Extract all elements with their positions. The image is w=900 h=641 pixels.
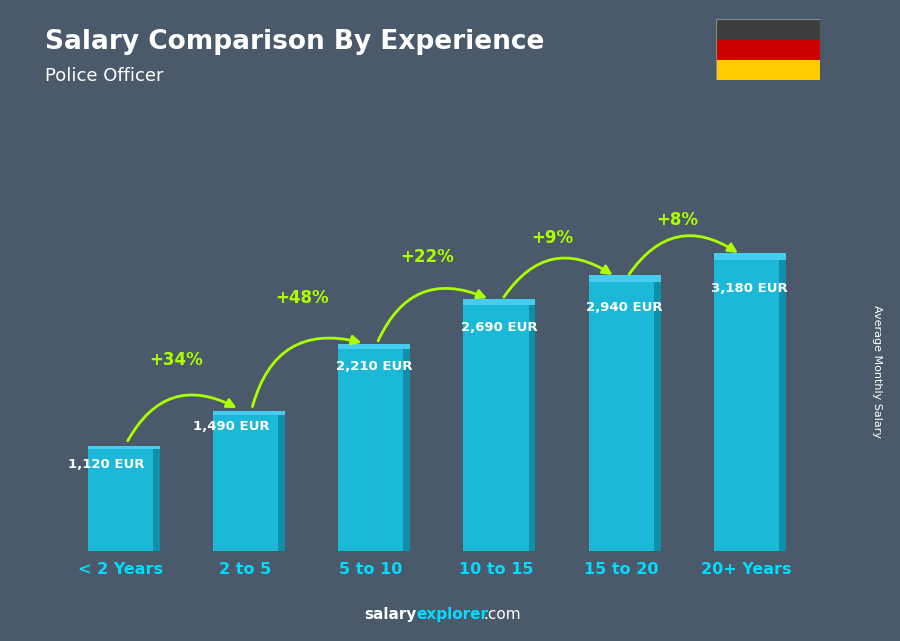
Bar — [716, 60, 820, 80]
Bar — [779, 260, 786, 551]
Bar — [338, 349, 403, 551]
Text: Salary Comparison By Experience: Salary Comparison By Experience — [45, 29, 544, 55]
Text: +34%: +34% — [149, 351, 203, 369]
Text: 2,940 EUR: 2,940 EUR — [586, 301, 662, 314]
Bar — [87, 446, 159, 449]
Bar — [338, 344, 410, 349]
Text: Police Officer: Police Officer — [45, 67, 164, 85]
Text: .com: .com — [483, 606, 521, 622]
Text: 1,120 EUR: 1,120 EUR — [68, 458, 144, 471]
Bar — [714, 260, 779, 551]
Text: Average Monthly Salary: Average Monthly Salary — [872, 305, 883, 438]
Text: 2,690 EUR: 2,690 EUR — [461, 322, 537, 335]
Text: 3,180 EUR: 3,180 EUR — [712, 282, 788, 295]
Bar — [213, 412, 285, 415]
Text: salary: salary — [364, 606, 417, 622]
Bar — [654, 282, 661, 551]
Text: explorer: explorer — [417, 606, 489, 622]
Text: +8%: +8% — [657, 211, 698, 229]
Bar — [464, 305, 528, 551]
Bar — [403, 349, 410, 551]
Bar — [589, 276, 661, 282]
Text: +22%: +22% — [400, 249, 454, 267]
Bar — [716, 19, 820, 40]
Text: 1,490 EUR: 1,490 EUR — [193, 420, 269, 433]
Bar — [153, 449, 159, 551]
Text: +48%: +48% — [275, 288, 328, 307]
Text: 2,210 EUR: 2,210 EUR — [336, 360, 412, 373]
Bar — [87, 449, 153, 551]
Bar — [714, 253, 786, 260]
Bar — [528, 305, 536, 551]
Bar — [278, 415, 285, 551]
Bar — [213, 415, 278, 551]
Text: +9%: +9% — [531, 229, 573, 247]
Bar — [589, 282, 654, 551]
Bar — [464, 299, 536, 305]
Bar — [716, 40, 820, 60]
